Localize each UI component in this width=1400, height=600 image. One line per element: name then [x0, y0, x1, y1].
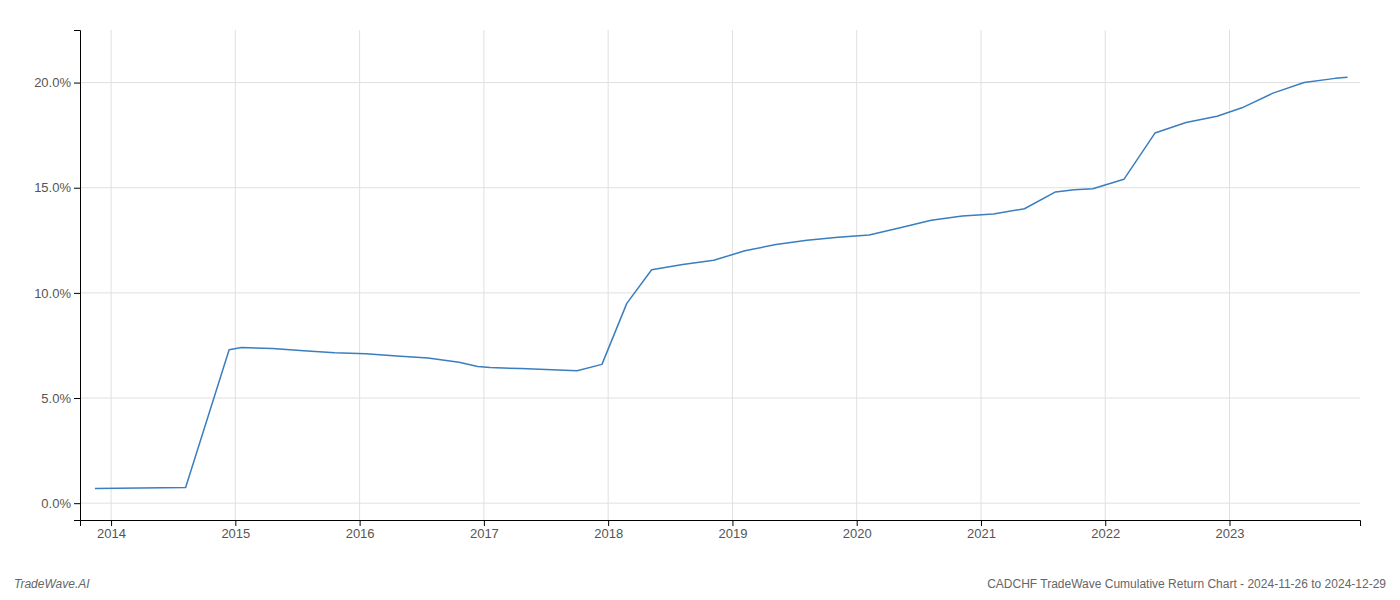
tick-mark [484, 520, 485, 526]
tick-mark [74, 398, 80, 399]
grid-line [80, 292, 1360, 293]
tick: 5.0% [41, 391, 80, 406]
y-axis: 0.0% 5.0% 10.0% 15.0% 20.0% [34, 31, 80, 521]
tick: 2021 [967, 520, 996, 541]
grid-line [111, 30, 112, 520]
tick-label: 20.0% [34, 75, 71, 90]
plot-area [95, 77, 1348, 488]
axis-line [81, 521, 1361, 527]
tick-label: 5.0% [41, 391, 71, 406]
tick-mark [74, 83, 80, 84]
tick-label: 2019 [718, 526, 747, 541]
tick-mark [857, 520, 858, 526]
tick: 2022 [1091, 520, 1120, 541]
grid-line [732, 30, 733, 520]
tick-label: 2023 [1216, 526, 1245, 541]
grid-line [1105, 30, 1106, 520]
tick-mark [1105, 520, 1106, 526]
grid-line [1229, 30, 1230, 520]
grid-line [608, 30, 609, 520]
footer-left: TradeWave.AI [14, 577, 90, 591]
tick-label: 15.0% [34, 180, 71, 195]
grid-line [359, 30, 360, 520]
tick-mark [360, 520, 361, 526]
tick-label: 10.0% [34, 286, 71, 301]
tick-label: 2020 [843, 526, 872, 541]
tick: 15.0% [34, 180, 80, 195]
tick: 2019 [718, 520, 747, 541]
tick: 2016 [346, 520, 375, 541]
tick-label: 2021 [967, 526, 996, 541]
tick-label: 2018 [594, 526, 623, 541]
grid [80, 30, 1360, 520]
tick-mark [235, 520, 236, 526]
tick: 2017 [470, 520, 499, 541]
grid-line [80, 82, 1360, 83]
grid-line [80, 398, 1360, 399]
tick: 2023 [1216, 520, 1245, 541]
grid-line [235, 30, 236, 520]
tick-label: 2015 [221, 526, 250, 541]
tick-mark [1230, 520, 1231, 526]
x-axis: 2014 2015 2016 2017 2018 2019 2020 2021 2022 2023 [81, 520, 1361, 541]
tick: 0.0% [41, 496, 80, 511]
tick: 20.0% [34, 75, 80, 90]
tick: 2018 [594, 520, 623, 541]
tick-mark [732, 520, 733, 526]
chart: 2014 2015 2016 2017 2018 2019 2020 2021 2022 2023… [0, 0, 1400, 600]
grid-line [483, 30, 484, 520]
tick-mark [981, 520, 982, 526]
line [95, 77, 1348, 488]
footer-right: CADCHF TradeWave Cumulative Return Chart… [987, 577, 1386, 591]
grid-line [80, 503, 1360, 504]
tick-mark [608, 520, 609, 526]
tick-mark [74, 503, 80, 504]
grid-line [980, 30, 981, 520]
tick: 2014 [97, 520, 126, 541]
tick-label: 2014 [97, 526, 126, 541]
grid-line [80, 187, 1360, 188]
tick-label: 2016 [346, 526, 375, 541]
tick-mark [111, 520, 112, 526]
tick-mark [74, 293, 80, 294]
grid-line [856, 30, 857, 520]
tick: 2015 [221, 520, 250, 541]
axis-line [74, 31, 81, 521]
tick-label: 2017 [470, 526, 499, 541]
tick: 2020 [843, 520, 872, 541]
tick-label: 2022 [1091, 526, 1120, 541]
tick: 10.0% [34, 286, 80, 301]
tick-label: 0.0% [41, 496, 71, 511]
tick-mark [74, 188, 80, 189]
